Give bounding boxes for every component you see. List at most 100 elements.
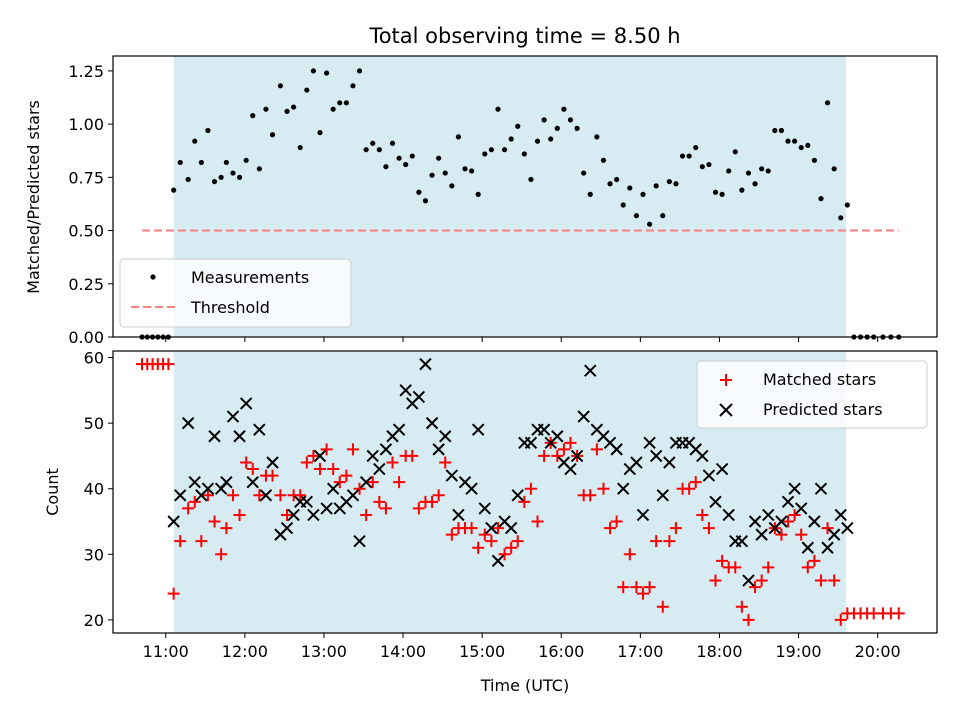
y-tick-label: 30 (84, 545, 104, 564)
matched-stars-point (775, 528, 788, 541)
predicted-stars-point (649, 449, 663, 463)
matched-stars-point (313, 463, 326, 476)
matched-stars-point (266, 469, 279, 482)
predicted-stars-point (246, 475, 259, 489)
measurements-point (488, 147, 494, 153)
matched-stars-point (346, 443, 359, 456)
predicted-stars-point (452, 508, 465, 522)
measurements-point (521, 151, 527, 157)
measurements-point (317, 130, 323, 136)
measurements-point (263, 106, 269, 112)
matched-stars-point (795, 528, 808, 541)
predicted-stars-point (814, 482, 828, 495)
matched-stars-point (636, 587, 649, 600)
predicted-stars-point (208, 430, 221, 443)
matched-stars-point (426, 495, 439, 508)
legend-predicted-label: Predicted stars (763, 400, 883, 419)
measurements-point (198, 159, 204, 166)
measurements-point (403, 161, 409, 168)
legend-matched-marker (720, 374, 732, 386)
predicted-stars-point (643, 436, 656, 450)
predicted-stars-point (392, 423, 406, 436)
measurements-point (508, 136, 514, 142)
predicted-stars-point (722, 508, 735, 522)
measurements-point (534, 138, 541, 144)
matched-stars-point (498, 548, 511, 561)
bottom-y-axis-label: Count (43, 468, 62, 516)
bottom-legend-box (696, 360, 928, 429)
predicted-stars-point (439, 430, 452, 443)
predicted-stars-point (253, 423, 266, 436)
measurements-point (515, 123, 521, 129)
measurements-point (436, 155, 442, 161)
measurements-point (501, 147, 508, 153)
predicted-stars-point (419, 357, 432, 371)
matched-stars-point (201, 489, 214, 502)
predicted-stars-point (412, 390, 426, 404)
matched-stars-point (226, 489, 239, 502)
predicted-stars-point (300, 495, 314, 509)
matched-stars-point (478, 528, 491, 541)
measurements-point (581, 170, 587, 176)
matched-stars-point (162, 358, 175, 371)
legend-measurements-marker (150, 274, 156, 280)
matched-stars-point (360, 508, 373, 521)
measurements-point (350, 83, 356, 89)
matched-stars-point (623, 548, 636, 561)
legend-predicted-marker (719, 403, 733, 417)
measurements-point (337, 100, 343, 106)
matched-stars-point (729, 561, 742, 574)
measurements-point (759, 166, 765, 172)
predicted-stars-point (320, 502, 333, 515)
x-tick-label: 19:00 (776, 642, 822, 661)
matched-stars-point (597, 482, 610, 495)
measurements-point (706, 161, 712, 168)
matched-stars-point (439, 456, 452, 469)
measurements-point (726, 168, 732, 174)
matched-stars-point (518, 495, 531, 508)
predicted-stars-point (617, 482, 630, 495)
x-tick-label: 15:00 (459, 642, 505, 661)
matched-stars-point (782, 515, 795, 528)
measurements-point (370, 140, 376, 146)
measurements-point (824, 100, 831, 106)
measurements-point (614, 176, 620, 183)
predicted-stars-point (307, 508, 320, 522)
matched-stars-point (167, 587, 180, 600)
matched-stars-point (485, 535, 498, 548)
measurements-point (528, 176, 534, 183)
measurements-point (679, 153, 686, 159)
matched-stars-point (656, 600, 669, 613)
matched-stars-point (465, 522, 478, 535)
matched-stars-point (406, 449, 419, 462)
measurements-point (343, 100, 349, 106)
measurements-point (633, 213, 640, 219)
matched-stars-point (240, 456, 253, 469)
matched-stars-point (432, 489, 445, 502)
matched-stars-point (253, 489, 266, 502)
measurements-point (171, 187, 177, 193)
measurements-point (640, 191, 646, 197)
predicted-stars-point (280, 521, 294, 535)
matched-stars-point (505, 541, 518, 554)
bottom-panel: 20 30 40 50 60 11:00 12:00 13:00 14:00 15:00 16:0… (43, 349, 938, 695)
x-tick-label: 13:00 (301, 642, 347, 661)
measurements-point (330, 106, 336, 112)
measurements-point (673, 181, 679, 187)
measurements-point (607, 181, 613, 187)
measurements-point (627, 185, 633, 191)
matched-stars-point (749, 581, 762, 594)
measurements-point (223, 159, 229, 166)
measurements-point (778, 127, 785, 134)
measurements-point (304, 87, 310, 93)
matched-stars-point (630, 581, 643, 594)
predicted-stars-point (775, 515, 788, 528)
predicted-stars-point (794, 502, 808, 515)
predicted-stars-point (537, 423, 551, 436)
top-plot-frame (112, 55, 938, 338)
predicted-stars-point (465, 482, 478, 495)
measurements-point (752, 181, 758, 187)
x-tick-label: 11:00 (143, 642, 189, 661)
matched-stars-point (246, 463, 259, 476)
predicted-stars-point (841, 521, 854, 535)
